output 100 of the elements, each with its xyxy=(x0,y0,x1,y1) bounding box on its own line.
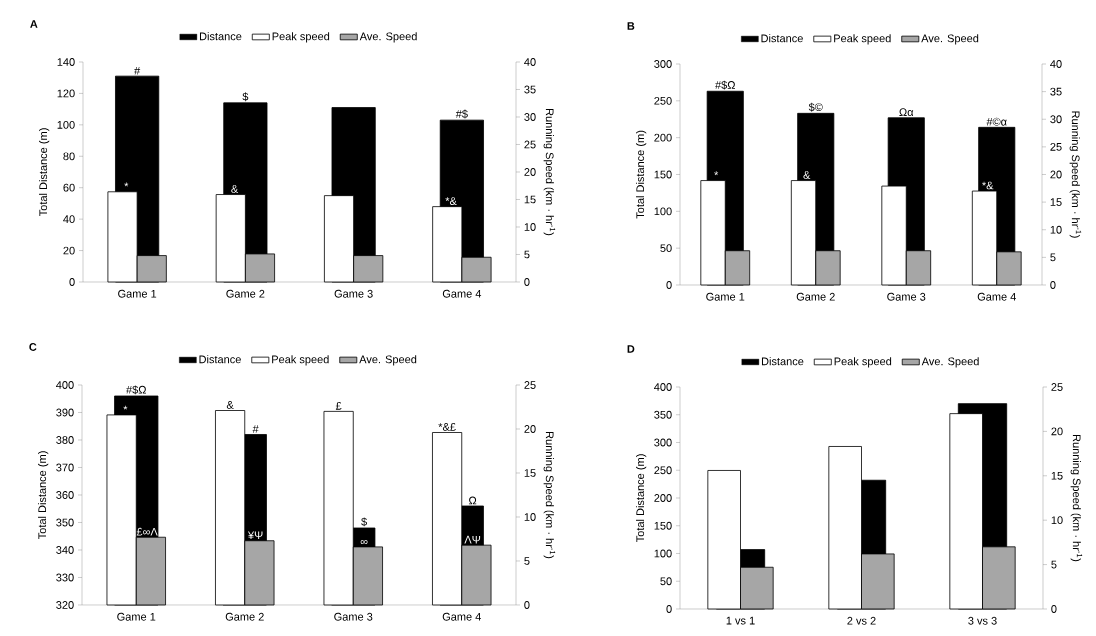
legend-label: Distance xyxy=(199,32,242,41)
y-tick-label: 150 xyxy=(654,170,672,179)
y2-tick-label: 40 xyxy=(1050,60,1062,68)
chart-title: D xyxy=(627,345,635,353)
y-tick-label: 50 xyxy=(660,577,672,586)
y2-tick-label: 25 xyxy=(524,381,536,389)
y2-tick-label: 10 xyxy=(1051,516,1063,525)
y2-tick-label: 10 xyxy=(524,513,536,521)
x-tick-label: Game 1 xyxy=(118,289,157,298)
y2-tick-label: 30 xyxy=(1050,115,1062,124)
legend-label: Ave. Speed xyxy=(359,355,417,366)
y2-tick-label: 20 xyxy=(1050,170,1062,179)
y-tick-label: 390 xyxy=(56,408,74,417)
y2-tick-label: 20 xyxy=(1051,427,1063,436)
y2-tick-label: 25 xyxy=(1050,142,1062,151)
y-axis-title: Total Distance (m) xyxy=(636,454,647,543)
y2-tick-label: 0 xyxy=(524,278,530,286)
data-label: #$Ω xyxy=(715,80,735,90)
legend-label: Ave. Speed xyxy=(359,32,417,43)
chart-title: A xyxy=(30,20,38,28)
y-tick-label: 400 xyxy=(56,381,74,389)
y-axis-title: Total Distance (m) xyxy=(39,128,50,217)
y-tick-label: 200 xyxy=(654,494,672,502)
y-tick-label: 120 xyxy=(57,89,75,98)
data-label: ∞ xyxy=(360,539,368,545)
legend-label: Peak speed xyxy=(272,355,329,366)
y-tick-label: 100 xyxy=(654,549,672,558)
y2-tick-label: 15 xyxy=(1051,471,1063,480)
legend-label: Peak speed xyxy=(834,34,891,45)
legend-label: Peak speed xyxy=(272,32,330,43)
y2-tick-label: 0 xyxy=(1050,281,1056,289)
y-tick-label: 200 xyxy=(654,133,672,142)
y-tick-label: 300 xyxy=(654,438,672,447)
y-tick-label: 150 xyxy=(654,521,672,530)
x-tick-label: 2 vs 2 xyxy=(847,616,876,625)
y2-tick-label: 5 xyxy=(1050,253,1056,262)
y2-tick-label: 5 xyxy=(524,557,530,565)
y2-tick-label: 10 xyxy=(524,223,536,231)
y2-tick-label: 20 xyxy=(524,425,536,433)
y-tick-label: 50 xyxy=(660,244,672,253)
y-tick-label: 300 xyxy=(654,60,672,68)
y2-tick-label: 5 xyxy=(524,250,530,259)
y2-tick-label: 15 xyxy=(524,195,536,204)
y-tick-label: 370 xyxy=(56,463,74,472)
data-label: & xyxy=(226,401,234,409)
y-tick-label: 330 xyxy=(56,573,74,582)
y-tick-label: 20 xyxy=(63,246,75,255)
y2-tick-label: 35 xyxy=(1050,87,1062,96)
x-tick-label: Game 2 xyxy=(796,292,835,301)
x-tick-label: Game 2 xyxy=(225,612,264,621)
y-tick-label: 80 xyxy=(63,152,75,161)
data-label: $ xyxy=(242,92,249,102)
legend-label: Peak speed xyxy=(834,357,892,368)
x-tick-label: Game 1 xyxy=(706,292,745,301)
y-tick-label: 0 xyxy=(666,605,672,613)
data-label: Ω xyxy=(468,496,477,505)
data-label: *& xyxy=(445,197,457,205)
y-axis-title: Total Distance (m) xyxy=(38,451,49,540)
y2-tick-label: 30 xyxy=(524,113,536,121)
legend-label: Ave. Speed xyxy=(921,357,979,368)
y2-axis-title: Running Speed (km · hr$^{-1}$) xyxy=(543,432,556,559)
y-tick-label: 250 xyxy=(654,96,672,105)
y2-tick-label: 15 xyxy=(1050,198,1062,206)
y2-tick-label: 0 xyxy=(524,601,530,609)
x-tick-label: Game 4 xyxy=(977,292,1016,301)
y2-tick-label: 20 xyxy=(524,168,536,176)
legend-label: Ave. Speed xyxy=(921,34,979,45)
y-tick-label: 0 xyxy=(69,278,75,286)
y2-tick-label: 10 xyxy=(1050,225,1062,234)
data-label: # xyxy=(252,425,259,433)
x-tick-label: Game 4 xyxy=(442,612,481,621)
y-tick-label: 340 xyxy=(56,546,74,554)
y-tick-label: 60 xyxy=(63,183,75,192)
y2-tick-label: 40 xyxy=(524,58,536,66)
y-axis-title: Total Distance (m) xyxy=(636,130,647,219)
y-tick-label: 320 xyxy=(56,601,74,609)
y-tick-label: 0 xyxy=(666,281,672,289)
x-tick-label: Game 4 xyxy=(442,289,482,298)
y-tick-label: 400 xyxy=(654,383,672,391)
data-label: $ xyxy=(361,517,367,527)
chart-title: B xyxy=(627,22,635,30)
y-tick-label: 250 xyxy=(654,466,672,475)
y-tick-label: 360 xyxy=(56,491,74,499)
data-label: £ xyxy=(335,402,342,410)
data-label: & xyxy=(803,171,811,179)
x-tick-label: 1 vs 1 xyxy=(726,616,755,625)
data-label: $© xyxy=(808,102,823,112)
y2-tick-label: 25 xyxy=(1051,383,1063,391)
data-label: * xyxy=(123,405,128,410)
data-label: *& xyxy=(982,181,994,190)
y2-tick-label: 15 xyxy=(524,469,536,477)
y2-axis-title: Running Speed (km · hr$^{-1}$) xyxy=(1070,435,1083,562)
x-tick-label: Game 2 xyxy=(226,289,265,298)
data-label: & xyxy=(231,185,239,193)
y2-axis-title: Running Speed (km · hr$^{-1}$) xyxy=(1069,111,1082,238)
data-label: *&£ xyxy=(438,423,456,431)
y2-tick-label: 0 xyxy=(1051,605,1057,613)
chart-title: C xyxy=(29,343,37,351)
data-label: * xyxy=(124,182,129,187)
x-tick-label: Game 3 xyxy=(334,289,373,298)
